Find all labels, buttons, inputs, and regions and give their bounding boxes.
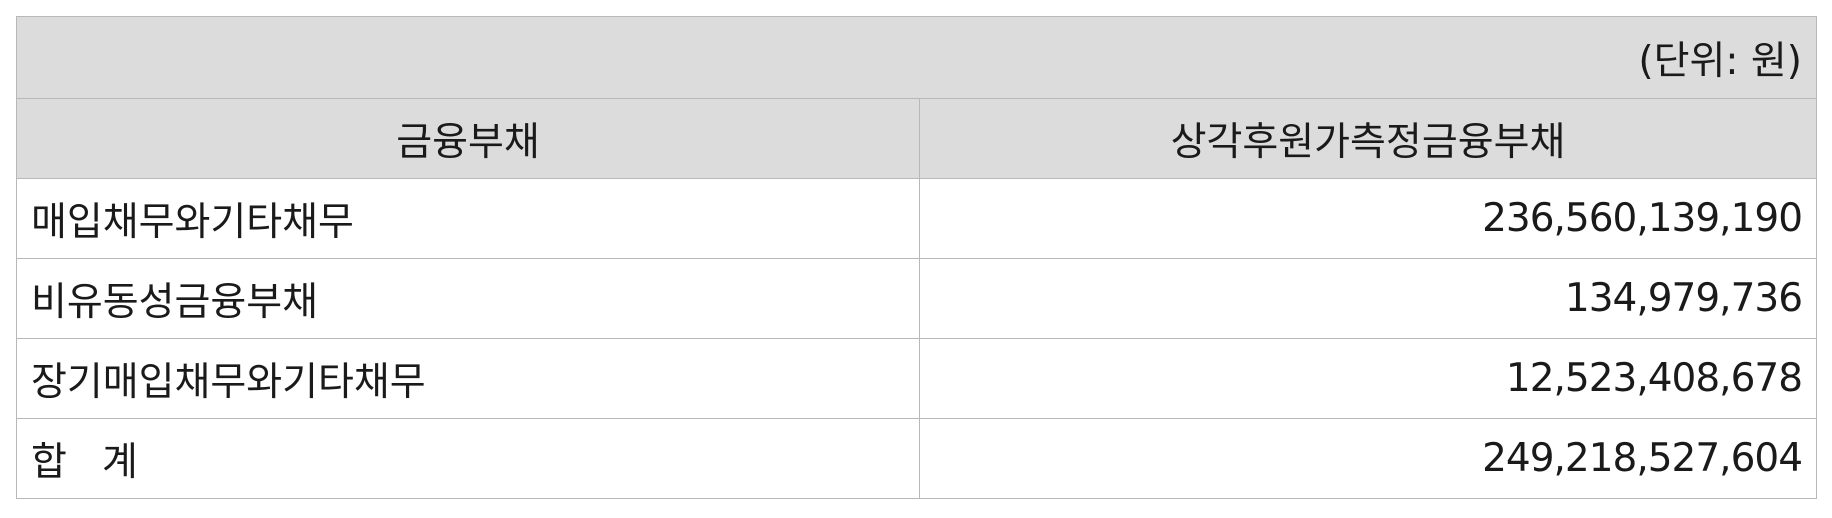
- row-label: 매입채무와기타채무: [16, 178, 920, 259]
- row-value: 236,560,139,190: [918, 178, 1818, 259]
- table-row: 매입채무와기타채무 236,560,139,190: [16, 178, 1818, 259]
- table-row: 장기매입채무와기타채무 12,523,408,678: [16, 338, 1818, 419]
- total-value: 249,218,527,604: [918, 418, 1818, 499]
- total-label: 합계: [16, 418, 920, 499]
- financial-liabilities-table: (단위: 원) 금융부채 상각후원가측정금융부채 매입채무와기타채무 236,5…: [15, 16, 1818, 499]
- unit-label: (단위: 원): [15, 16, 1818, 99]
- row-label: 비유동성금융부채: [16, 258, 920, 339]
- header-row: 금융부채 상각후원가측정금융부채: [16, 98, 1818, 179]
- row-value: 12,523,408,678: [918, 338, 1818, 419]
- row-value: 134,979,736: [918, 258, 1818, 339]
- table-row: 비유동성금융부채 134,979,736: [16, 258, 1818, 339]
- header-financial-liabilities: 금융부채: [16, 98, 920, 179]
- financial-liabilities-table-container: (단위: 원) 금융부채 상각후원가측정금융부채 매입채무와기타채무 236,5…: [15, 16, 1818, 499]
- total-label-text: 합계: [31, 439, 173, 485]
- header-amortized-cost-liabilities: 상각후원가측정금융부채: [918, 98, 1818, 179]
- unit-row: (단위: 원): [15, 16, 1818, 99]
- row-label: 장기매입채무와기타채무: [16, 338, 920, 419]
- total-row: 합계 249,218,527,604: [16, 418, 1818, 499]
